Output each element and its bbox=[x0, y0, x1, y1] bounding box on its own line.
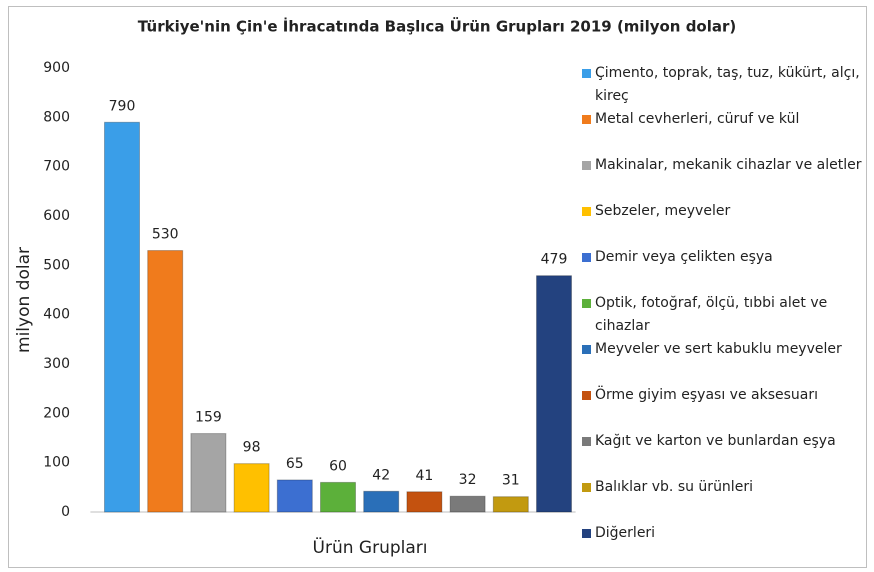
y-tick-label: 400 bbox=[43, 307, 70, 323]
bar bbox=[190, 433, 227, 513]
y-tick-label: 800 bbox=[43, 109, 70, 125]
legend-label: Metal cevherleri, cüruf ve kül bbox=[595, 111, 800, 127]
data-label: 479 bbox=[541, 252, 568, 268]
y-tick-label: 600 bbox=[43, 208, 70, 224]
legend-item: Optik, fotoğraf, ölçü, tıbbi alet ve cih… bbox=[582, 292, 872, 338]
legend-swatch bbox=[582, 483, 591, 492]
y-tick-label: 0 bbox=[61, 504, 70, 520]
bar bbox=[536, 275, 572, 513]
legend-item: Diğerleri bbox=[582, 522, 872, 568]
legend-swatch bbox=[582, 437, 591, 446]
legend-label: Kağıt ve karton ve bunlardan eşya bbox=[595, 433, 836, 449]
legend-swatch bbox=[582, 299, 591, 308]
legend-label: Örme giyim eşyası ve aksesuarı bbox=[595, 387, 819, 403]
legend-label: Sebzeler, meyveler bbox=[595, 203, 731, 219]
y-tick-label: 300 bbox=[43, 356, 70, 372]
y-tick-label: 200 bbox=[43, 405, 70, 421]
bar bbox=[449, 495, 486, 513]
legend-swatch bbox=[582, 207, 591, 216]
data-label: 60 bbox=[329, 458, 347, 474]
y-tick-label: 100 bbox=[43, 455, 70, 471]
legend-swatch bbox=[582, 115, 591, 124]
legend-item: Çimento, toprak, taş, tuz, kükürt, alçı,… bbox=[582, 62, 872, 108]
legend-swatch bbox=[582, 391, 591, 400]
data-label: 32 bbox=[459, 472, 477, 488]
legend-swatch bbox=[582, 345, 591, 354]
legend-label: Diğerleri bbox=[595, 525, 656, 541]
bar bbox=[363, 490, 400, 513]
data-label: 98 bbox=[243, 440, 261, 456]
legend-item: Demir veya çelikten eşya bbox=[582, 246, 872, 292]
legend: Çimento, toprak, taş, tuz, kükürt, alçı,… bbox=[582, 62, 872, 568]
legend-label: Çimento, toprak, taş, tuz, kükürt, alçı,… bbox=[595, 65, 860, 104]
legend-swatch bbox=[582, 69, 591, 78]
legend-swatch bbox=[582, 253, 591, 262]
legend-item: Kağıt ve karton ve bunlardan eşya bbox=[582, 430, 872, 476]
legend-item: Balıklar vb. su ürünleri bbox=[582, 476, 872, 522]
x-axis-label: Ürün Grupları bbox=[313, 536, 428, 558]
legend-item: Metal cevherleri, cüruf ve kül bbox=[582, 108, 872, 154]
bar bbox=[233, 463, 270, 513]
data-label: 530 bbox=[152, 227, 179, 243]
y-axis-label: milyon dolar bbox=[14, 247, 34, 353]
bar bbox=[406, 491, 443, 513]
legend-swatch bbox=[582, 161, 591, 170]
bar bbox=[320, 481, 356, 513]
legend-item: Sebzeler, meyveler bbox=[582, 200, 872, 246]
legend-label: Balıklar vb. su ürünleri bbox=[595, 479, 753, 495]
y-tick-label: 700 bbox=[43, 159, 70, 175]
chart-frame bbox=[8, 6, 867, 568]
data-label: 42 bbox=[372, 467, 390, 483]
data-label: 31 bbox=[502, 473, 520, 489]
legend-label: Makinalar, mekanik cihazlar ve aletler bbox=[595, 157, 862, 173]
chart-title: Türkiye'nin Çin'e İhracatında Başlıca Ür… bbox=[138, 17, 737, 36]
legend-label: Demir veya çelikten eşya bbox=[595, 249, 773, 265]
bar bbox=[147, 250, 184, 513]
legend-item: Örme giyim eşyası ve aksesuarı bbox=[582, 384, 872, 430]
y-tick-label: 900 bbox=[43, 60, 70, 76]
bar bbox=[104, 121, 140, 513]
legend-swatch bbox=[582, 529, 591, 538]
data-label: 159 bbox=[195, 410, 222, 426]
legend-item: Makinalar, mekanik cihazlar ve aletler bbox=[582, 154, 872, 200]
data-label: 790 bbox=[109, 98, 136, 114]
bar bbox=[492, 496, 529, 513]
y-tick-label: 500 bbox=[43, 257, 70, 273]
data-label: 65 bbox=[286, 456, 304, 472]
legend-label: Optik, fotoğraf, ölçü, tıbbi alet ve cih… bbox=[595, 295, 828, 334]
data-label: 41 bbox=[415, 468, 433, 484]
legend-item: Meyveler ve sert kabuklu meyveler bbox=[582, 338, 872, 384]
legend-label: Meyveler ve sert kabuklu meyveler bbox=[595, 341, 842, 357]
bar bbox=[276, 479, 313, 513]
